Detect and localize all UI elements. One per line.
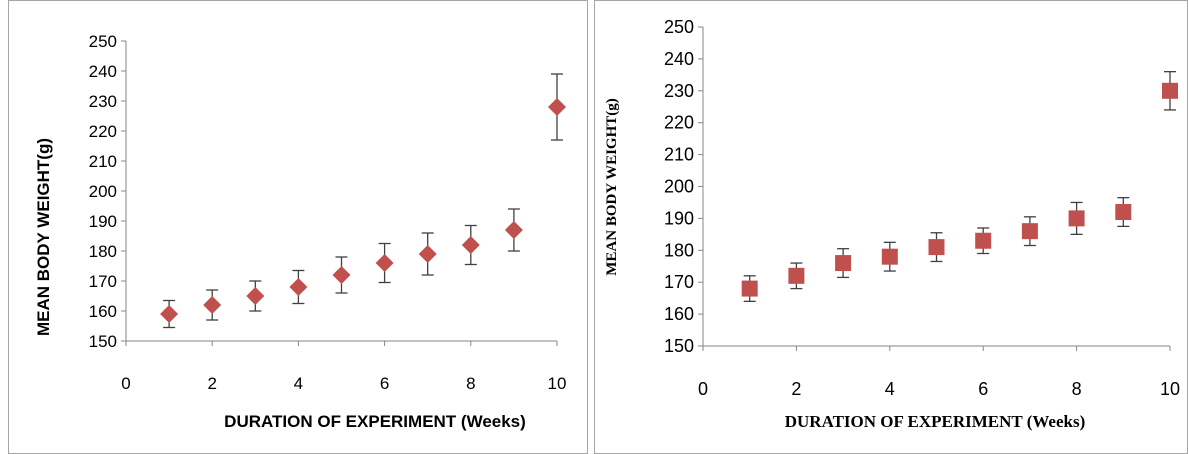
error-bars [743, 71, 1176, 302]
data-point [332, 266, 351, 284]
error-bars [163, 73, 563, 329]
data-point [548, 98, 566, 116]
y-tick-label: 180 [89, 242, 117, 261]
data-point [881, 248, 898, 265]
x-tick-label: 6 [978, 379, 988, 399]
y-tick-labels: 150 160 170 180 190 200 210 220 230 240 250 [664, 17, 694, 356]
x-tick-label: 2 [207, 374, 216, 393]
data-point [835, 255, 852, 272]
data-point [741, 280, 758, 297]
x-tick-label: 10 [548, 374, 567, 393]
y-tick-label: 200 [89, 182, 117, 201]
x-tick-labels: 0 2 4 6 8 10 [698, 379, 1180, 399]
x-tick-label: 2 [791, 379, 801, 399]
y-tick-labels: 150 160 170 180 190 200 210 220 230 240 250 [89, 32, 117, 351]
chart-panel-right: 150 160 170 180 190 200 210 220 230 240 250 0 2 4 6 8 1… [594, 0, 1188, 454]
chart-panel-left: 150 160 170 180 190 200 210 220 230 240 250 0 2 4 6 8 1… [8, 0, 588, 454]
y-tick-label: 190 [89, 212, 117, 231]
y-tick-label: 160 [89, 302, 117, 321]
data-points [160, 98, 566, 323]
y-tick-label: 170 [89, 272, 117, 291]
y-tick-label: 250 [664, 17, 694, 37]
y-tick-label: 200 [664, 177, 694, 197]
data-point [203, 296, 222, 314]
chart-right: 150 160 170 180 190 200 210 220 230 240 250 0 2 4 6 8 1… [604, 17, 1180, 431]
x-tick-label: 8 [1072, 379, 1082, 399]
x-tick-label: 6 [380, 374, 389, 393]
x-tick-label: 4 [294, 374, 303, 393]
chart-left: 150 160 170 180 190 200 210 220 230 240 250 0 2 4 6 8 1… [34, 32, 566, 431]
x-tick-label: 10 [1160, 379, 1180, 399]
data-points [741, 82, 1178, 297]
y-tick-label: 190 [664, 208, 694, 228]
data-point [375, 254, 394, 272]
data-point [1068, 210, 1085, 227]
data-point [246, 287, 265, 305]
x-axis-label: DURATION OF EXPERIMENT (Weeks) [785, 412, 1086, 431]
x-tick-label: 8 [466, 374, 475, 393]
x-tick-label: 0 [121, 374, 130, 393]
x-tick-label: 4 [885, 379, 895, 399]
y-tick-label: 180 [664, 240, 694, 260]
y-tick-label: 150 [89, 332, 117, 351]
y-tick-label: 230 [664, 81, 694, 101]
data-point [504, 221, 523, 239]
data-point [975, 232, 992, 249]
y-tick-label: 210 [89, 152, 117, 171]
y-tick-label: 220 [89, 122, 117, 141]
x-axis-label: DURATION OF EXPERIMENT (Weeks) [224, 412, 526, 431]
y-tick-label: 250 [89, 32, 117, 51]
y-tick-label: 230 [89, 92, 117, 111]
y-tick-label: 220 [664, 113, 694, 133]
data-point [1021, 223, 1038, 240]
axes [121, 40, 558, 346]
y-tick-label: 160 [664, 304, 694, 324]
data-point [160, 305, 179, 323]
y-tick-label: 170 [664, 272, 694, 292]
axes [698, 26, 1171, 351]
data-point [1162, 82, 1178, 99]
y-tick-label: 240 [89, 62, 117, 81]
y-axis-label: MEAN BODY WEIGHT(g) [604, 98, 620, 276]
y-tick-label: 240 [664, 49, 694, 69]
data-point [418, 245, 437, 263]
data-point [928, 239, 945, 256]
y-tick-label: 210 [664, 145, 694, 165]
x-tick-label: 0 [698, 379, 708, 399]
y-axis-label: MEAN BODY WEIGHT(g) [34, 138, 53, 336]
x-tick-labels: 0 2 4 6 8 10 [121, 374, 566, 393]
data-point [289, 278, 308, 296]
data-point [461, 236, 480, 254]
data-point [1115, 204, 1132, 221]
y-tick-label: 150 [664, 336, 694, 356]
data-point [788, 267, 805, 284]
